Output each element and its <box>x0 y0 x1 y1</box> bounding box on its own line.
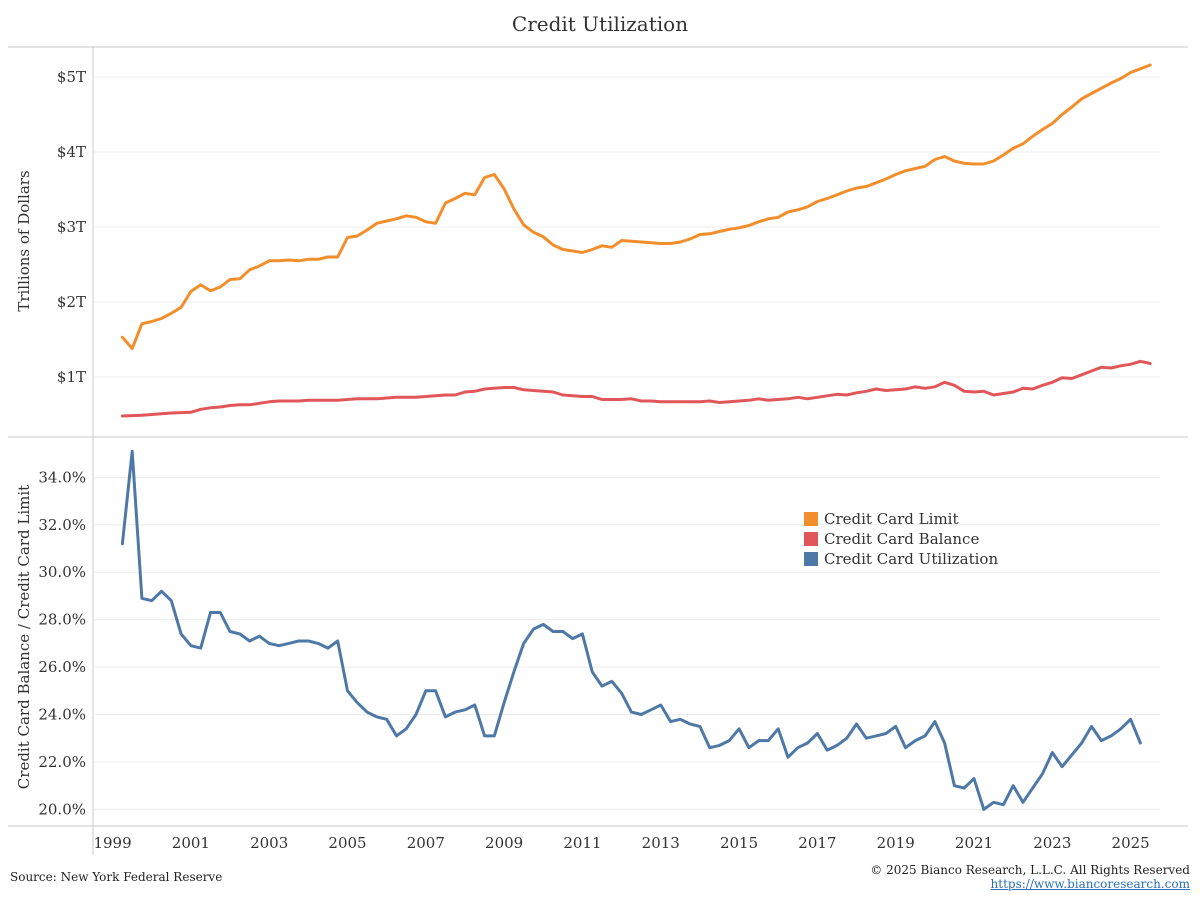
x-tick-label: 2015 <box>720 834 758 852</box>
x-tick-label: 2023 <box>1033 834 1071 852</box>
top-y-tick-label: $3T <box>57 218 86 236</box>
bottom-panel-y-axis-label: Credit Card Balance / Credit Card Limit <box>15 485 33 789</box>
x-tick-label: 2001 <box>172 834 210 852</box>
top-panel-lines <box>120 63 1152 418</box>
top-panel-y-axis-label: Trillions of Dollars <box>15 170 33 311</box>
bottom-y-tick-label: 30.0% <box>38 563 86 581</box>
series-line-credit-card-limit <box>120 63 1152 350</box>
copyright-notice: © 2025 Bianco Research, L.L.C. All Right… <box>870 863 1190 877</box>
top-panel-gridlines <box>93 76 1160 378</box>
bottom-y-tick-label: 28.0% <box>38 611 86 629</box>
bottom-y-tick-label: 32.0% <box>38 516 86 534</box>
bottom-y-tick-label: 22.0% <box>38 753 86 771</box>
source-note: Source: New York Federal Reserve <box>10 870 223 884</box>
bottom-y-tick-label: 34.0% <box>38 468 86 486</box>
x-axis-ticks: 1999 2001 2003 2005 2007 2009 2011 2013 2015 2017… <box>93 834 1149 852</box>
top-y-tick-label: $4T <box>57 143 86 161</box>
x-tick-label: 1999 <box>93 834 131 852</box>
series-line-credit-card-utilization <box>120 449 1142 811</box>
legend-swatch-utilization <box>804 552 818 566</box>
x-tick-label: 2021 <box>955 834 993 852</box>
bottom-y-tick-label: 24.0% <box>38 706 86 724</box>
bottom-y-tick-label: 20.0% <box>38 800 86 818</box>
chart-title: Credit Utilization <box>511 12 689 36</box>
legend-item-credit-card-balance[interactable]: Credit Card Balance <box>804 529 998 549</box>
website-link[interactable]: https://www.biancoresearch.com <box>990 877 1190 891</box>
x-tick-label: 2003 <box>250 834 288 852</box>
legend-label-limit: Credit Card Limit <box>824 510 959 528</box>
legend-item-credit-card-limit[interactable]: Credit Card Limit <box>804 509 998 529</box>
chart-legend: Credit Card Limit Credit Card Balance Cr… <box>804 509 998 569</box>
legend-item-credit-card-utilization[interactable]: Credit Card Utilization <box>804 549 998 569</box>
series-line-credit-card-balance <box>120 359 1152 418</box>
top-y-tick-label: $1T <box>57 368 86 386</box>
bottom-panel-y-ticks: 20.0% 22.0% 24.0% 26.0% 28.0% 30.0% 32.0% 34.0% <box>38 468 86 818</box>
legend-label-balance: Credit Card Balance <box>824 530 980 548</box>
x-tick-label: 2005 <box>328 834 366 852</box>
x-tick-label: 2017 <box>798 834 836 852</box>
top-y-tick-label: $5T <box>57 68 86 86</box>
top-y-tick-label: $2T <box>57 293 86 311</box>
x-tick-label: 2019 <box>877 834 915 852</box>
bottom-y-tick-label: 26.0% <box>38 658 86 676</box>
legend-swatch-balance <box>804 532 818 546</box>
x-tick-label: 2009 <box>485 834 523 852</box>
x-tick-label: 2011 <box>563 834 601 852</box>
top-panel-y-ticks: $1T $2T $3T $4T $5T <box>57 68 86 386</box>
legend-label-utilization: Credit Card Utilization <box>824 550 999 568</box>
legend-swatch-limit <box>804 512 818 526</box>
x-tick-label: 2007 <box>407 834 445 852</box>
x-tick-label: 2025 <box>1112 834 1150 852</box>
x-tick-label: 2013 <box>642 834 680 852</box>
chart-frame <box>8 46 1188 855</box>
bottom-panel-gridlines <box>93 476 1160 810</box>
bottom-panel-lines <box>120 449 1142 811</box>
